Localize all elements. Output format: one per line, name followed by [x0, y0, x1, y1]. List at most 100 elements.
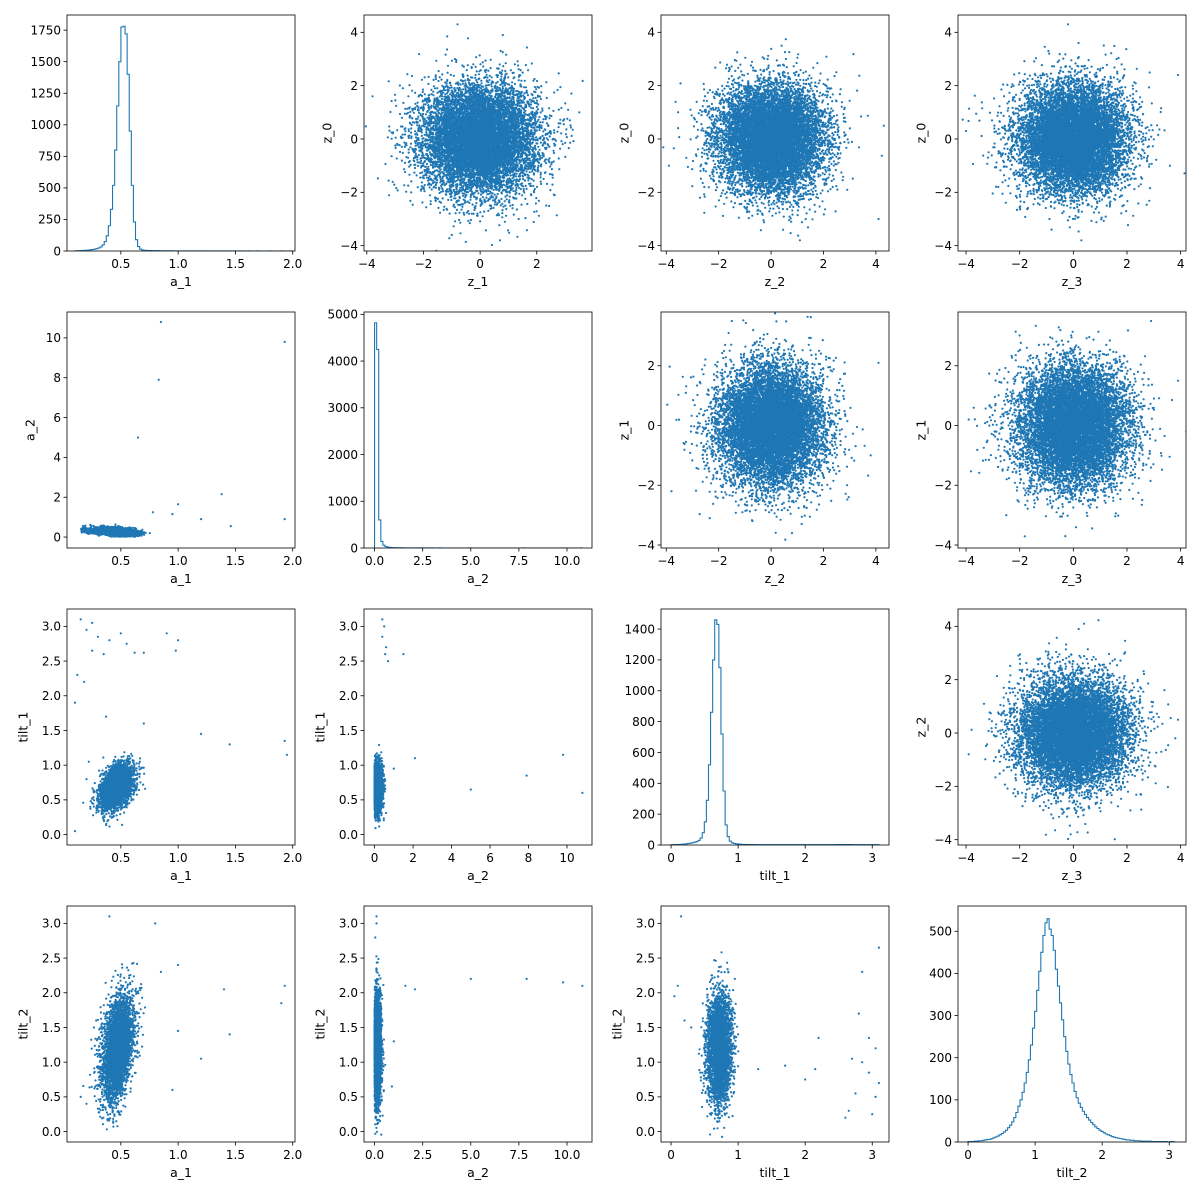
scatter-point — [450, 84, 452, 86]
scatter-point — [535, 88, 537, 90]
scatter-point — [430, 105, 432, 107]
scatter-point — [442, 197, 444, 199]
scatter-point — [422, 89, 424, 91]
scatter-point — [536, 106, 538, 108]
scatter-point — [536, 142, 538, 144]
scatter-point — [511, 81, 513, 83]
scatter-point — [421, 181, 423, 183]
scatter-point — [410, 132, 412, 134]
plot-area — [365, 23, 584, 252]
scatter-point — [474, 74, 476, 76]
scatter-point — [431, 188, 433, 190]
scatter-point — [570, 126, 572, 128]
scatter-point — [508, 232, 510, 234]
scatter-point — [542, 121, 544, 123]
scatter-point — [416, 174, 418, 176]
scatter-point — [433, 101, 435, 103]
scatter-point — [429, 151, 431, 153]
scatter-point — [447, 199, 449, 201]
scatter-point — [462, 195, 464, 197]
scatter-point — [520, 204, 522, 206]
scatter-point — [404, 113, 406, 115]
scatter-point — [520, 80, 522, 82]
scatter-point — [401, 117, 403, 119]
scatter-point — [416, 156, 418, 158]
scatter-point — [564, 142, 566, 144]
scatter-point — [536, 210, 538, 212]
scatter-point — [498, 199, 500, 201]
scatter-point — [531, 170, 533, 172]
scatter-point — [530, 126, 532, 128]
scatter-point — [516, 208, 518, 210]
scatter-point — [444, 184, 446, 186]
scatter-point — [404, 146, 406, 148]
scatter-point — [532, 107, 534, 109]
scatter-point — [564, 102, 566, 104]
scatter-point — [429, 141, 431, 143]
scatter-point — [488, 84, 490, 86]
scatter-point — [523, 86, 525, 88]
scatter-point — [533, 211, 535, 213]
scatter-point — [394, 144, 396, 146]
scatter-point — [480, 80, 482, 82]
scatter-point — [541, 108, 543, 110]
scatter-point — [530, 193, 532, 195]
scatter-point — [485, 197, 487, 199]
scatter-point — [553, 160, 555, 162]
scatter-point — [506, 73, 508, 75]
scatter-point — [518, 79, 520, 81]
scatter-point — [501, 212, 503, 214]
scatter-point — [393, 184, 395, 186]
scatter-point — [449, 93, 451, 95]
scatter-point — [531, 62, 533, 64]
scatter-point — [418, 150, 420, 152]
scatter-point — [461, 206, 463, 208]
scatter-point — [539, 121, 541, 123]
y-tick-label: 750 — [38, 150, 61, 164]
scatter-point — [420, 160, 422, 162]
scatter-point — [489, 75, 491, 77]
scatter-point — [527, 69, 529, 71]
scatter-point — [413, 172, 415, 174]
scatter-point — [396, 129, 398, 131]
scatter-point — [572, 129, 574, 131]
scatter-point — [430, 89, 432, 91]
scatter-point — [511, 171, 513, 173]
scatter-point — [415, 153, 417, 155]
scatter-point — [388, 194, 390, 196]
scatter-point — [530, 168, 532, 170]
scatter-point — [490, 67, 492, 69]
scatter-point — [514, 190, 516, 192]
scatter-point — [479, 211, 481, 213]
scatter-point — [582, 80, 584, 82]
y-tick-label: 1500 — [30, 55, 61, 69]
scatter-point — [441, 184, 443, 186]
scatter-point — [476, 213, 478, 215]
scatter-point — [478, 73, 480, 75]
scatter-point — [517, 60, 519, 62]
panel-1-1: 0.5 1.0 1.5 2.002505007501000125015001750a_… — [30, 15, 302, 289]
scatter-point — [502, 85, 504, 87]
scatter-point — [497, 74, 499, 76]
scatter-point — [558, 168, 560, 170]
scatter-point — [409, 111, 411, 113]
scatter-point — [553, 132, 555, 134]
scatter-point — [443, 206, 445, 208]
scatter-point — [485, 229, 487, 231]
scatter-point — [524, 104, 526, 106]
scatter-point — [408, 84, 410, 86]
scatter-point — [450, 74, 452, 76]
scatter-point — [530, 107, 532, 109]
scatter-point — [403, 168, 405, 170]
scatter-point — [422, 91, 424, 93]
scatter-point — [429, 186, 431, 188]
scatter-point — [534, 147, 536, 149]
scatter-point — [543, 153, 545, 155]
scatter-point — [428, 94, 430, 96]
scatter-point — [428, 109, 430, 111]
scatter-point — [540, 98, 542, 100]
scatter-point — [535, 136, 537, 138]
scatter-point — [505, 215, 507, 217]
scatter-point — [403, 184, 405, 186]
scatter-point — [409, 200, 411, 202]
